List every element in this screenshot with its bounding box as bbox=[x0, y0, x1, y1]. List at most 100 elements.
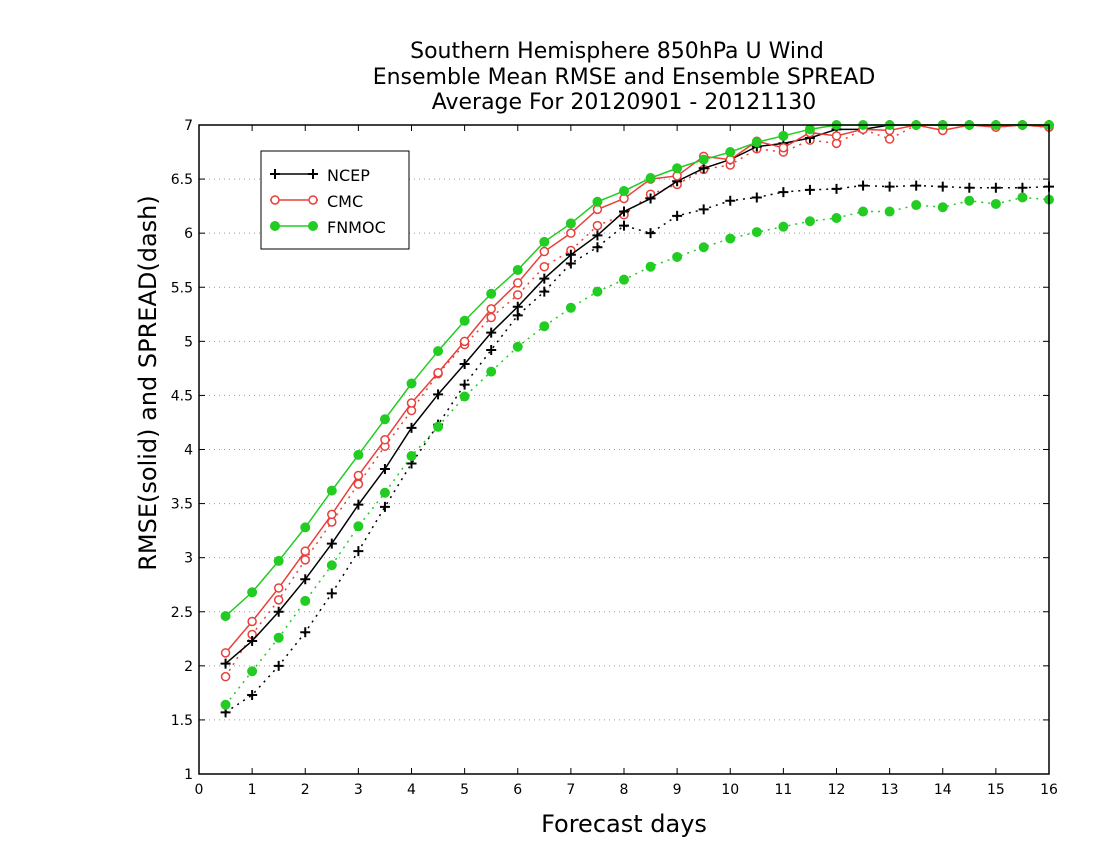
data-point-ncep-spread bbox=[964, 182, 975, 193]
x-tick-label: 13 bbox=[881, 782, 899, 798]
x-tick-label: 0 bbox=[195, 782, 204, 798]
legend-marker-cmc bbox=[308, 195, 318, 205]
data-point-ncep-spread bbox=[379, 501, 390, 512]
data-point-fnmoc-spread bbox=[778, 221, 789, 232]
data-point-ncep-rmse bbox=[592, 230, 603, 241]
data-point-ncep-rmse bbox=[326, 538, 337, 549]
x-tick-label: 3 bbox=[354, 782, 363, 798]
data-point-fnmoc-rmse bbox=[804, 124, 815, 135]
data-point-cmc-rmse bbox=[433, 367, 443, 378]
data-point-fnmoc-spread bbox=[858, 206, 869, 217]
data-point-ncep-spread bbox=[326, 588, 337, 599]
data-point-fnmoc-spread bbox=[353, 521, 364, 532]
y-tick-label: 1.5 bbox=[171, 713, 193, 729]
data-point-ncep-spread bbox=[751, 192, 762, 203]
legend-marker-ncep bbox=[270, 169, 280, 179]
data-point-ncep-rmse bbox=[300, 574, 311, 585]
data-point-fnmoc-rmse bbox=[406, 378, 417, 389]
data-point-fnmoc-rmse bbox=[300, 522, 311, 533]
data-point-fnmoc-spread bbox=[565, 302, 576, 313]
x-tick-label: 8 bbox=[620, 782, 629, 798]
data-point-fnmoc-rmse bbox=[486, 288, 497, 299]
data-point-ncep-rmse bbox=[353, 499, 364, 510]
y-tick-label: 3 bbox=[184, 551, 193, 567]
data-point-cmc-spread bbox=[220, 671, 231, 682]
data-point-cmc-rmse bbox=[831, 131, 842, 141]
data-point-fnmoc-spread bbox=[486, 366, 497, 377]
data-point-ncep-spread bbox=[911, 180, 922, 191]
data-point-fnmoc-rmse bbox=[353, 449, 364, 460]
data-point-fnmoc-rmse bbox=[592, 196, 603, 207]
data-point-fnmoc-spread bbox=[433, 421, 444, 432]
series-fnmoc-spread bbox=[220, 192, 1054, 710]
data-point-fnmoc-rmse bbox=[725, 147, 736, 158]
data-point-fnmoc-spread bbox=[831, 213, 842, 224]
data-point-ncep-spread bbox=[300, 627, 311, 638]
data-point-ncep-rmse bbox=[619, 206, 629, 217]
data-point-fnmoc-rmse bbox=[247, 587, 258, 598]
y-tick-label: 1 bbox=[184, 767, 193, 783]
data-point-cmc-spread bbox=[273, 595, 284, 605]
data-point-fnmoc-spread bbox=[911, 200, 922, 211]
data-point-ncep-spread bbox=[247, 690, 258, 701]
data-point-fnmoc-spread bbox=[379, 487, 390, 498]
data-point-fnmoc-rmse bbox=[645, 173, 656, 184]
data-point-fnmoc-rmse bbox=[433, 346, 444, 357]
x-tick-label: 4 bbox=[407, 782, 416, 798]
chart-title: Southern Hemisphere 850hPa U Wind Ensemb… bbox=[373, 39, 876, 115]
data-point-fnmoc-spread bbox=[273, 632, 284, 643]
data-point-ncep-rmse bbox=[565, 249, 576, 260]
data-point-fnmoc-spread bbox=[884, 206, 895, 217]
data-point-fnmoc-spread bbox=[220, 699, 231, 710]
data-point-fnmoc-spread bbox=[1017, 192, 1028, 203]
data-point-fnmoc-spread bbox=[672, 251, 683, 262]
legend-marker-fnmoc bbox=[270, 221, 280, 231]
legend-marker-cmc bbox=[270, 195, 280, 205]
data-point-fnmoc-rmse bbox=[512, 264, 523, 275]
data-point-ncep-spread bbox=[884, 181, 895, 192]
data-point-cmc-spread bbox=[353, 479, 364, 489]
data-point-ncep-spread bbox=[778, 187, 789, 198]
data-point-ncep-spread bbox=[672, 210, 683, 221]
x-tick-label: 5 bbox=[460, 782, 469, 798]
data-point-ncep-spread bbox=[831, 183, 842, 194]
data-point-ncep-spread bbox=[353, 546, 364, 557]
data-point-fnmoc-rmse bbox=[459, 315, 470, 326]
data-point-cmc-rmse bbox=[327, 509, 337, 520]
data-point-cmc-rmse bbox=[380, 435, 390, 445]
data-point-ncep-rmse bbox=[433, 389, 444, 400]
data-point-ncep-spread bbox=[486, 344, 497, 355]
x-tick-label: 6 bbox=[513, 782, 522, 798]
data-point-ncep-spread bbox=[698, 204, 709, 215]
series-line-ncep-spread bbox=[225, 184, 1050, 713]
data-point-cmc-spread bbox=[513, 290, 523, 300]
data-point-fnmoc-spread bbox=[725, 233, 736, 244]
data-point-cmc-spread bbox=[486, 312, 496, 323]
data-point-ncep-spread bbox=[804, 184, 815, 195]
data-point-cmc-rmse bbox=[247, 616, 257, 627]
y-tick-label: 4.5 bbox=[171, 388, 193, 404]
data-point-cmc-spread bbox=[539, 261, 550, 272]
data-point-ncep-rmse bbox=[539, 273, 550, 284]
data-point-fnmoc-spread bbox=[937, 202, 948, 213]
data-point-fnmoc-spread bbox=[990, 198, 1001, 209]
data-point-ncep-rmse bbox=[512, 301, 523, 312]
data-point-fnmoc-rmse bbox=[273, 555, 284, 566]
data-point-fnmoc-spread bbox=[619, 274, 629, 285]
y-tick-label: 5 bbox=[184, 334, 193, 350]
data-point-cmc-spread bbox=[884, 134, 895, 144]
data-point-ncep-rmse bbox=[247, 635, 258, 646]
data-point-ncep-rmse bbox=[645, 193, 656, 204]
x-tick-label: 9 bbox=[673, 782, 682, 798]
legend-label-fnmoc: FNMOC bbox=[327, 218, 386, 237]
title-line-3: Average For 20120901 - 20121130 bbox=[432, 90, 817, 115]
data-point-ncep-spread bbox=[512, 310, 523, 321]
series-line-fnmoc-spread bbox=[224, 196, 1050, 706]
data-point-ncep-spread bbox=[937, 181, 948, 192]
data-point-ncep-rmse bbox=[379, 463, 390, 474]
legend-marker-ncep bbox=[308, 169, 318, 179]
title-line-1: Southern Hemisphere 850hPa U Wind bbox=[410, 39, 824, 64]
data-point-fnmoc-rmse bbox=[698, 154, 709, 165]
x-tick-label: 15 bbox=[987, 782, 1005, 798]
data-point-fnmoc-spread bbox=[326, 560, 337, 571]
